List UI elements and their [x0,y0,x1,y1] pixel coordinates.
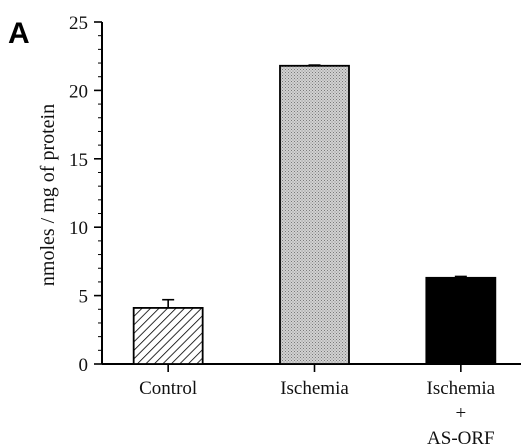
y-tick-label: 15 [69,150,88,171]
bars [132,64,497,372]
x-tick-label: Ischemia [280,378,349,399]
y-tick-label: 20 [69,81,88,102]
bar-control [132,307,204,365]
x-tick-label: Control [139,378,197,399]
y-ticks: 0 5 10 15 20 25 [69,13,102,376]
x-tick-label: Ischemia [427,378,496,399]
panel-label: A [8,17,30,50]
y-tick-label: 25 [69,13,88,34]
x-tick-labels: Control Ischemia Ischemia + AS-ORF [139,378,496,446]
x-tick-label: AS-ORF [427,428,495,446]
y-tick-label: 5 [79,287,89,308]
y-axis-label: nmoles / mg of protein [37,104,59,286]
bar-ischemia-as-orf [425,276,497,365]
y-tick-label: 10 [69,218,88,239]
bar-ischemia [279,64,350,365]
y-tick-label: 0 [79,355,89,376]
x-tick-label: + [455,403,466,424]
